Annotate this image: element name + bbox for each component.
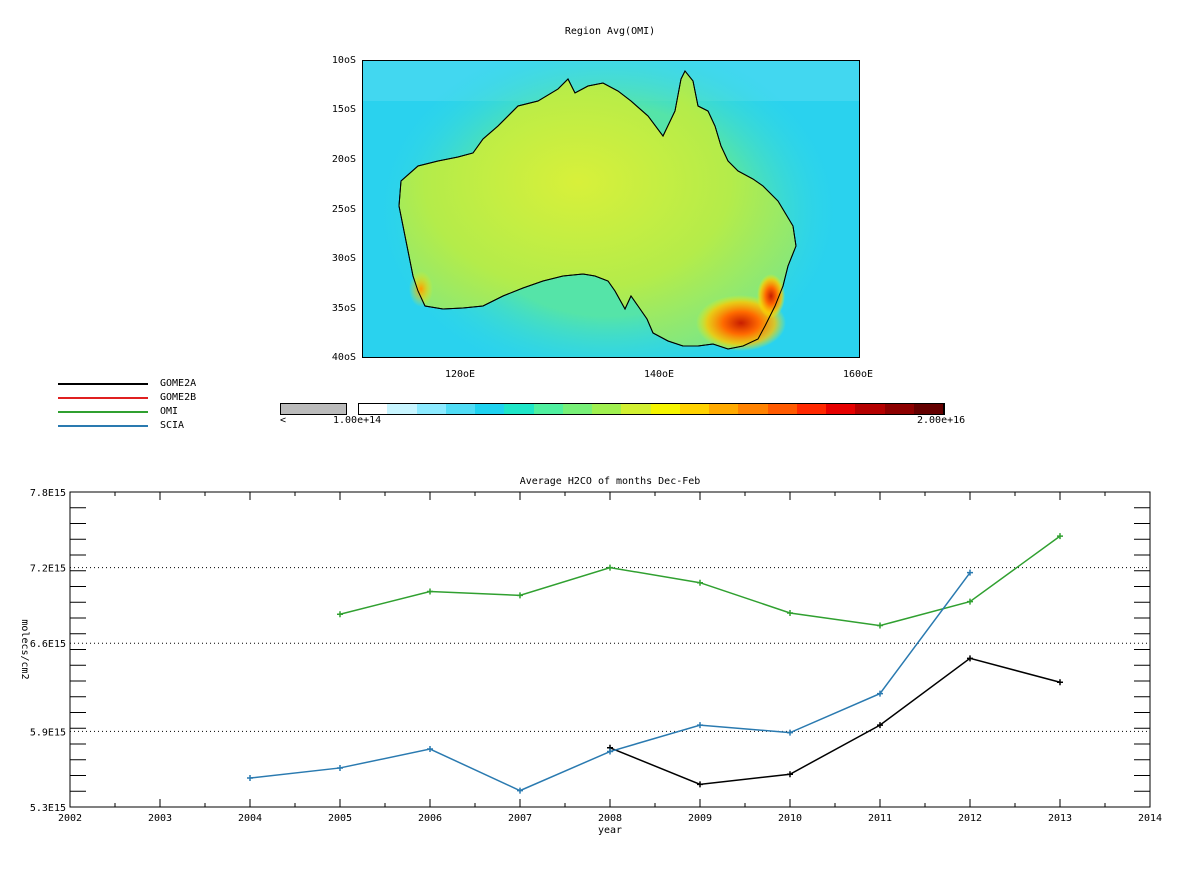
lon-label-120e: 120oE <box>444 369 476 380</box>
data-point-omi <box>1057 533 1063 540</box>
data-point-scia <box>607 748 613 755</box>
data-point-scia <box>517 787 523 794</box>
legend-swatch-scia <box>58 425 148 427</box>
data-point-omi <box>697 579 703 586</box>
lat-label-20s: 20oS <box>331 154 356 165</box>
data-point-gome2a <box>967 655 973 662</box>
colorbar-cell <box>621 403 652 415</box>
x-tick-label: 2006 <box>418 813 442 824</box>
data-point-omi <box>427 588 433 595</box>
data-point-gome2a <box>787 771 793 778</box>
colorbar-cell <box>709 403 740 415</box>
colorbar-cell <box>650 403 681 415</box>
y-axis-label: molecs/cm2 <box>19 619 30 679</box>
colorbar-under-label: < <box>280 415 287 426</box>
data-point-scia <box>337 764 343 771</box>
lon-label-140e: 140oE <box>643 369 675 380</box>
data-point-scia <box>967 569 973 576</box>
data-point-omi <box>517 592 523 599</box>
colorbar-cell <box>826 403 857 415</box>
data-point-scia <box>787 729 793 736</box>
legend-swatch-gome2b <box>58 397 148 399</box>
colorbar-cell <box>358 403 389 415</box>
colorbar-min-label: 1.00e+14 <box>333 415 382 426</box>
colorbar-max-label: 2.00e+16 <box>917 415 966 426</box>
map-plot <box>362 60 860 358</box>
colorbar-cell <box>416 403 447 415</box>
hotspot-east-coast <box>757 274 785 318</box>
x-tick-label: 2002 <box>58 813 82 824</box>
colorbar-under-swatch <box>280 403 347 415</box>
lat-label-10s: 10oS <box>331 55 356 66</box>
y-tick-label: 5.3E15 <box>30 803 66 814</box>
x-tick-label: 2007 <box>508 813 532 824</box>
x-tick-label: 2013 <box>1048 813 1072 824</box>
colorbar-cell <box>855 403 886 415</box>
colorbar-cell <box>387 403 418 415</box>
x-axis-label: year <box>598 825 622 836</box>
legend-label-gome2b: GOME2B <box>160 392 197 403</box>
data-point-omi <box>877 622 883 629</box>
x-tick-label: 2014 <box>1138 813 1162 824</box>
x-tick-label: 2003 <box>148 813 172 824</box>
x-tick-label: 2004 <box>238 813 262 824</box>
lat-label-15s: 15oS <box>331 104 356 115</box>
lat-label-30s: 30oS <box>331 253 356 264</box>
x-tick-label: 2012 <box>958 813 982 824</box>
data-point-omi <box>337 611 343 618</box>
map-title: Region Avg(OMI) <box>564 26 656 37</box>
legend-swatch-gome2a <box>58 383 148 385</box>
x-tick-label: 2005 <box>328 813 352 824</box>
hotspot-southwest <box>409 271 433 307</box>
chart-title: Average H2CO of months Dec-Feb <box>520 476 701 487</box>
colorbar-cell <box>445 403 476 415</box>
coastline <box>398 70 797 350</box>
lat-label-40s: 40oS <box>331 352 356 363</box>
colorbar-cell <box>913 403 944 415</box>
lon-label-160e: 160oE <box>842 369 874 380</box>
colorbar-cell <box>796 403 827 415</box>
legend-label-gome2a: GOME2A <box>160 378 197 389</box>
colorbar-cell <box>884 403 915 415</box>
series-line-gome2a <box>609 657 1061 786</box>
data-point-gome2a <box>1057 679 1063 686</box>
line-chart: Average H2CO of months Dec-Feb 2002 2003 20… <box>19 476 1162 836</box>
colorbar-cell <box>562 403 593 415</box>
colorbar-cell <box>738 403 769 415</box>
x-tick-label: 2008 <box>598 813 622 824</box>
colorbar-cell <box>475 403 506 415</box>
data-point-omi <box>787 609 793 616</box>
data-point-scia <box>427 746 433 753</box>
plot-frame <box>69 491 1151 808</box>
data-point-omi <box>967 598 973 605</box>
colorbar-cell <box>592 403 623 415</box>
y-tick-label: 7.8E15 <box>30 488 66 499</box>
colorbar-cell <box>504 403 535 415</box>
series-line-scia <box>249 572 971 792</box>
lat-label-35s: 35oS <box>331 303 356 314</box>
colorbar-end <box>943 403 945 415</box>
lat-label-25s: 25oS <box>331 204 356 215</box>
x-tick-label: 2009 <box>688 813 712 824</box>
map-svg <box>363 61 859 357</box>
data-point-omi <box>607 564 613 571</box>
y-tick-label: 7.2E15 <box>30 564 66 575</box>
x-tick-label: 2010 <box>778 813 802 824</box>
data-point-gome2a <box>877 722 883 729</box>
data-point-gome2a <box>697 781 703 788</box>
data-point-scia <box>247 775 253 782</box>
data-point-scia <box>697 722 703 729</box>
legend-label-omi: OMI <box>160 406 179 417</box>
x-tick-label: 2011 <box>868 813 892 824</box>
colorbar-cell <box>767 403 798 415</box>
legend-label-scia: SCIA <box>160 420 185 431</box>
data-point-scia <box>877 690 883 697</box>
y-tick-label: 6.6E15 <box>30 639 66 650</box>
legend-swatch-omi <box>58 411 148 413</box>
y-tick-label: 5.9E15 <box>30 727 66 738</box>
colorbar-cell <box>533 403 564 415</box>
colorbar-cell <box>679 403 710 415</box>
